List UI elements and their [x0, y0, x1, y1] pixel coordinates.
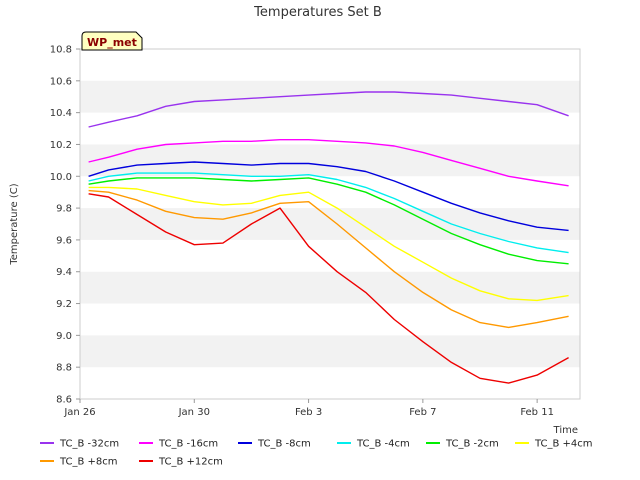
y-tick-label: 10.6	[50, 76, 72, 87]
series-line-2	[88, 138, 569, 187]
y-tick-label: 10.4	[50, 108, 72, 119]
y-tick-label: 9.4	[56, 267, 72, 278]
plot-area	[79, 48, 581, 400]
legend-entry: TC_B -8cm	[257, 439, 311, 450]
grid-band	[80, 80, 580, 113]
series-line-8	[88, 193, 569, 384]
x-tick-label: Jan 26	[63, 407, 95, 418]
badge-label: WP_met	[87, 36, 137, 49]
x-axis-title: Time	[553, 425, 578, 436]
grid-band	[80, 335, 580, 368]
y-tick-label: 8.8	[56, 363, 72, 374]
grid-band	[80, 144, 580, 177]
y-tick-label: 9.8	[56, 204, 72, 215]
legend: TC_B -32cm TC_B -16cm TC_B -8cm TC_B -4cm TC…	[40, 439, 593, 468]
legend-entry: TC_B -2cm	[445, 439, 499, 450]
badge-shape	[81, 31, 143, 51]
y-tick-label: 10.8	[50, 45, 72, 56]
y-tick-label: 10.2	[50, 140, 72, 151]
y-tick-label: 8.6	[56, 395, 72, 406]
series-line-7	[88, 189, 569, 329]
grid-band	[80, 271, 580, 304]
legend-entry: TC_B +4cm	[534, 439, 593, 450]
x-tick-label: Jan 30	[178, 407, 210, 418]
legend-entry: TC_B -16cm	[158, 439, 218, 450]
legend-entry: TC_B -32cm	[59, 439, 119, 450]
legend-entry: TC_B +12cm	[158, 457, 223, 468]
y-tick-label: 10.0	[50, 172, 72, 183]
y-tick-label: 9.6	[56, 235, 72, 246]
series-layer	[88, 91, 569, 384]
wp-met-badge: WP_met	[81, 31, 143, 51]
series-line-3	[88, 161, 569, 232]
y-axis-title: Temperature (C)	[9, 183, 20, 265]
x-tick-label: Feb 3	[295, 407, 322, 418]
series-line-5	[88, 177, 569, 265]
legend-entry: TC_B +8cm	[59, 457, 118, 468]
chart-title: Temperatures Set B	[253, 5, 382, 20]
series-line-4	[88, 172, 569, 254]
series-line-6	[88, 186, 569, 302]
x-tick-label: Feb 11	[520, 407, 554, 418]
x-tick-label: Feb 7	[409, 407, 436, 418]
background-bands	[80, 80, 580, 368]
x-axis: Jan 26 Jan 30 Feb 3 Feb 7 Feb 11	[63, 399, 554, 418]
y-tick-label: 9.0	[56, 331, 72, 342]
legend-entry: TC_B -4cm	[356, 439, 410, 450]
grid-band	[80, 208, 580, 240]
y-axis: 8.6 8.8 9.0 9.2 9.4 9.6 9.8 10.0 10.2 10.4 10.6 10.…	[50, 45, 80, 406]
series-line-1	[88, 91, 569, 128]
y-tick-label: 9.2	[56, 299, 72, 310]
